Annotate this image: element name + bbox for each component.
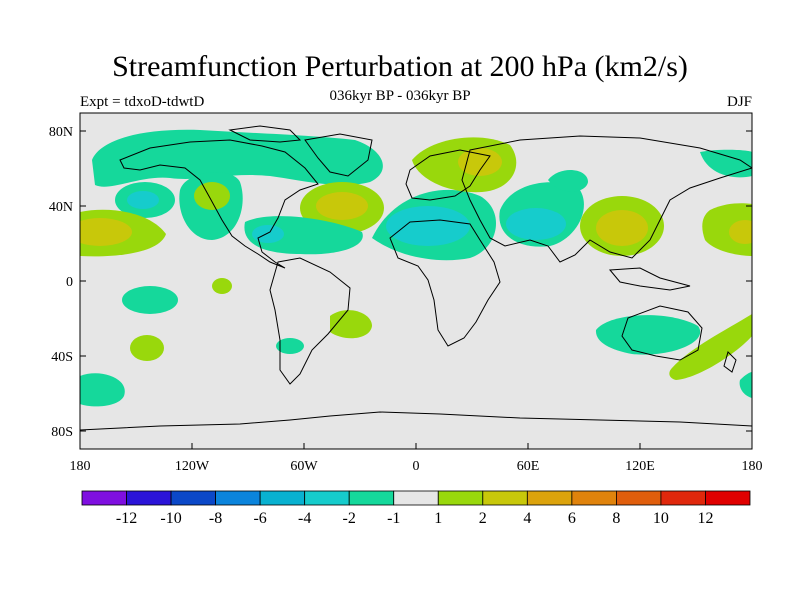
colorbar-label: -2 xyxy=(343,510,356,527)
anomaly-region xyxy=(330,310,372,339)
colorbar-swatch xyxy=(660,490,706,506)
colorbar-label: 1 xyxy=(434,510,442,527)
colorbar-label: 10 xyxy=(653,510,669,527)
colorbar-labels: -12 -10 -8 -6 -4 -2 -1 1 2 4 6 8 10 12 xyxy=(116,510,714,527)
colorbar-swatch xyxy=(705,490,751,506)
colorbar-swatch xyxy=(437,490,484,506)
anomaly-region xyxy=(92,129,383,187)
anomaly-core xyxy=(386,206,470,246)
anomaly-core xyxy=(252,225,284,243)
coastline-new-zealand xyxy=(723,351,737,373)
colorbar-label: 4 xyxy=(523,510,531,527)
lat-tick-label: 40N xyxy=(49,200,73,215)
colorbar-label: 8 xyxy=(612,510,620,527)
colorbar-label: 6 xyxy=(568,510,576,527)
lat-tick-label: 80N xyxy=(49,125,73,140)
colorbar-swatch xyxy=(259,490,306,506)
coastline-australia xyxy=(621,305,703,361)
coastline-north-america xyxy=(119,139,319,269)
colorbar-swatch xyxy=(348,490,395,506)
anomaly-fields xyxy=(80,129,752,407)
colorbar-swatch xyxy=(526,490,573,506)
lat-tick-label: 40S xyxy=(51,350,73,365)
anomaly-region xyxy=(669,314,752,380)
anomaly-region xyxy=(276,338,304,354)
lon-tick-label: 60E xyxy=(517,459,540,474)
coastline-south-america xyxy=(269,257,351,385)
colorbar-swatch xyxy=(215,490,261,506)
lon-tick-label: 60W xyxy=(290,459,318,474)
colorbar-swatch xyxy=(482,490,528,506)
colorbar-label: 2 xyxy=(479,510,487,527)
colorbar-label: -6 xyxy=(253,510,266,527)
colorbar-swatch xyxy=(170,490,216,506)
anomaly-core xyxy=(80,218,132,246)
anomaly-region xyxy=(80,373,125,407)
coastline-africa xyxy=(389,219,501,347)
anomaly-core xyxy=(729,220,752,244)
anomaly-region xyxy=(700,149,752,178)
coastline-maritime-asia xyxy=(608,267,691,291)
anomaly-region xyxy=(122,286,178,314)
anomaly-core xyxy=(127,191,159,209)
anomaly-region xyxy=(739,372,752,398)
anomaly-core xyxy=(506,208,566,240)
lon-tick-label: 180 xyxy=(70,459,91,474)
colorbar-swatch xyxy=(571,490,617,506)
anomaly-core xyxy=(316,192,368,220)
coastline-antarctica xyxy=(80,411,752,431)
lon-tick-label: 120W xyxy=(175,459,210,474)
plot-subtitle: 036kyr BP - 036kyr BP xyxy=(329,88,471,104)
lon-tick-label: 0 xyxy=(413,459,420,474)
lat-tick-label: 0 xyxy=(66,275,73,290)
coastline-arctic-islands xyxy=(228,125,302,143)
season-label: DJF xyxy=(726,94,752,110)
lon-axis xyxy=(79,443,753,449)
lon-tick-label: 120E xyxy=(625,459,655,474)
lat-tick-label: 80S xyxy=(51,425,73,440)
colorbar-label: -12 xyxy=(116,510,137,527)
colorbar-swatch xyxy=(616,490,662,506)
anomaly-region xyxy=(595,315,701,355)
anomaly-core xyxy=(194,182,230,210)
anomaly-core xyxy=(596,210,648,246)
coastlines xyxy=(80,125,752,431)
coastline-asia xyxy=(461,135,752,263)
plot-title: Streamfunction Perturbation at 200 hPa (… xyxy=(112,50,688,83)
colorbar-swatch xyxy=(304,490,350,506)
colorbar-label: -8 xyxy=(209,510,222,527)
colorbar-label: -10 xyxy=(160,510,181,527)
colorbar-label: 12 xyxy=(697,510,713,527)
anomaly-region xyxy=(548,170,588,192)
coastline-europe xyxy=(405,149,491,201)
colorbar-swatch xyxy=(81,490,127,506)
anomaly-region xyxy=(130,335,164,361)
colorbar xyxy=(81,490,751,506)
anomaly-region xyxy=(212,278,232,294)
lat-axis xyxy=(80,130,752,432)
coastline-greenland xyxy=(304,133,373,177)
colorbar-swatch xyxy=(393,490,439,506)
colorbar-label: -4 xyxy=(298,510,311,527)
colorbar-label: -1 xyxy=(387,510,400,527)
colorbar-swatch xyxy=(126,490,172,506)
lon-tick-label: 180 xyxy=(742,459,763,474)
experiment-label: Expt = tdxoD-tdwtD xyxy=(80,94,205,110)
